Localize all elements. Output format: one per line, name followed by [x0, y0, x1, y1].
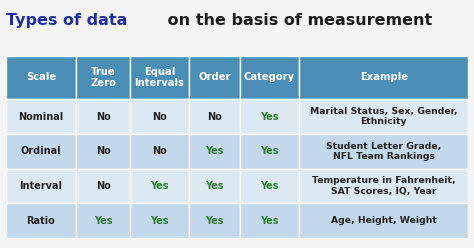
Bar	[76, 134, 130, 169]
Text: No: No	[152, 112, 167, 122]
Text: No: No	[96, 181, 110, 191]
Text: Nominal: Nominal	[18, 112, 64, 122]
Bar	[240, 99, 299, 134]
Bar	[76, 169, 130, 203]
Bar	[76, 99, 130, 134]
Text: Ordinal: Ordinal	[21, 146, 61, 156]
Text: Scale: Scale	[26, 72, 56, 82]
Bar	[189, 56, 240, 99]
Text: Example: Example	[360, 72, 408, 82]
Bar	[130, 56, 189, 99]
Bar	[6, 169, 76, 203]
Text: No: No	[152, 146, 167, 156]
Text: Yes: Yes	[205, 216, 224, 226]
Text: Order: Order	[198, 72, 231, 82]
Bar	[189, 134, 240, 169]
Text: Category: Category	[244, 72, 295, 82]
Bar	[130, 134, 189, 169]
Text: Yes: Yes	[205, 146, 224, 156]
Bar	[6, 203, 76, 238]
Text: Interval: Interval	[19, 181, 63, 191]
Text: No: No	[96, 146, 110, 156]
Bar	[130, 169, 189, 203]
Text: Temperature in Fahrenheit,
SAT Scores, IQ, Year: Temperature in Fahrenheit, SAT Scores, I…	[312, 176, 456, 196]
Bar	[299, 169, 468, 203]
Bar	[299, 203, 468, 238]
Text: Marital Status, Sex, Gender,
Ethnicity: Marital Status, Sex, Gender, Ethnicity	[310, 107, 457, 126]
Text: Yes: Yes	[94, 216, 112, 226]
Text: Yes: Yes	[150, 216, 169, 226]
Text: True
Zero: True Zero	[90, 66, 116, 88]
Bar	[189, 99, 240, 134]
Bar	[299, 134, 468, 169]
Text: Yes: Yes	[260, 146, 279, 156]
Bar	[76, 56, 130, 99]
Bar	[130, 99, 189, 134]
Text: No: No	[96, 112, 110, 122]
Text: Equal
Intervals: Equal Intervals	[135, 66, 184, 88]
Bar	[189, 203, 240, 238]
Text: Yes: Yes	[260, 181, 279, 191]
Bar	[6, 134, 76, 169]
Text: Yes: Yes	[150, 181, 169, 191]
Bar	[130, 203, 189, 238]
Text: Student Letter Grade,
NFL Team Rankings: Student Letter Grade, NFL Team Rankings	[326, 142, 441, 161]
Text: Ratio: Ratio	[27, 216, 55, 226]
Bar	[6, 56, 76, 99]
Text: Age, Height, Weight: Age, Height, Weight	[331, 216, 437, 225]
Bar	[240, 134, 299, 169]
Text: Yes: Yes	[260, 216, 279, 226]
Bar	[6, 99, 76, 134]
Text: Yes: Yes	[205, 181, 224, 191]
Bar	[240, 169, 299, 203]
Text: No: No	[207, 112, 222, 122]
Bar	[299, 56, 468, 99]
Bar	[240, 56, 299, 99]
Text: Types of data: Types of data	[6, 13, 127, 28]
Bar	[76, 203, 130, 238]
Bar	[240, 203, 299, 238]
Text: Yes: Yes	[260, 112, 279, 122]
Bar	[189, 169, 240, 203]
Bar	[299, 99, 468, 134]
Text: on the basis of measurement: on the basis of measurement	[162, 13, 432, 28]
